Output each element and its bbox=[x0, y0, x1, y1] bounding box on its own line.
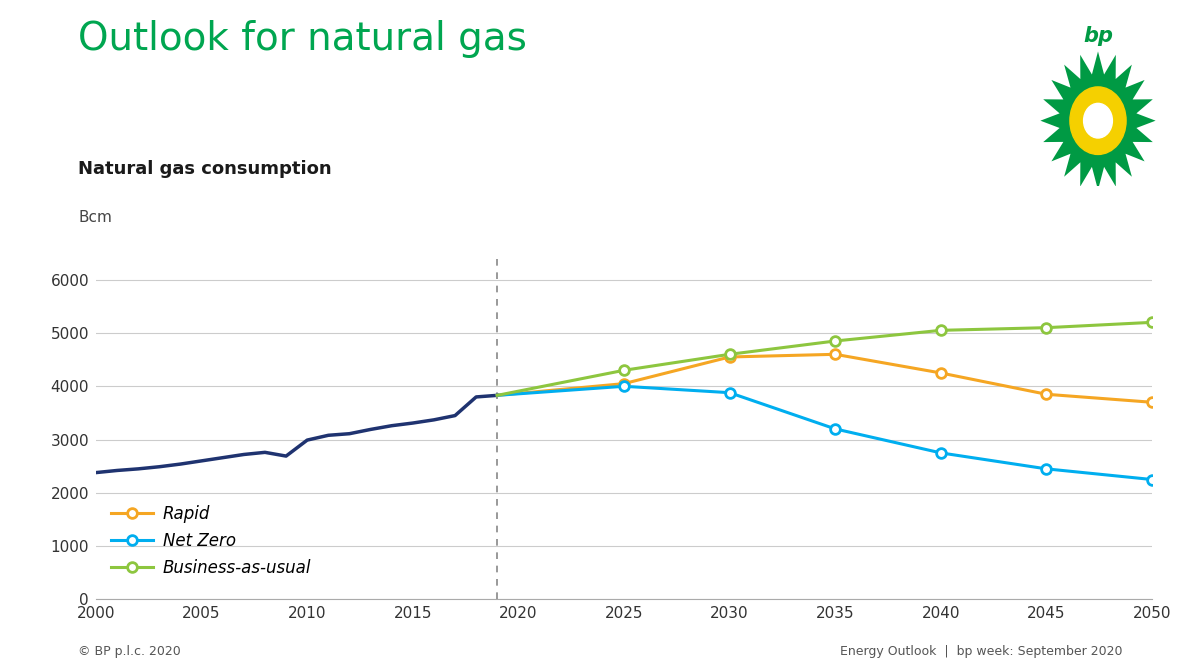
Circle shape bbox=[1070, 87, 1126, 155]
Polygon shape bbox=[1040, 51, 1156, 190]
Text: Bcm: Bcm bbox=[78, 210, 112, 225]
Circle shape bbox=[1084, 103, 1112, 138]
Text: Outlook for natural gas: Outlook for natural gas bbox=[78, 20, 527, 58]
Text: Energy Outlook  |  bp week: September 2020: Energy Outlook | bp week: September 2020 bbox=[840, 645, 1122, 658]
Legend: Rapid, Net Zero, Business-as-usual: Rapid, Net Zero, Business-as-usual bbox=[104, 498, 318, 584]
Text: bp: bp bbox=[1084, 26, 1114, 46]
Text: Natural gas consumption: Natural gas consumption bbox=[78, 160, 331, 178]
Text: © BP p.l.c. 2020: © BP p.l.c. 2020 bbox=[78, 645, 181, 658]
